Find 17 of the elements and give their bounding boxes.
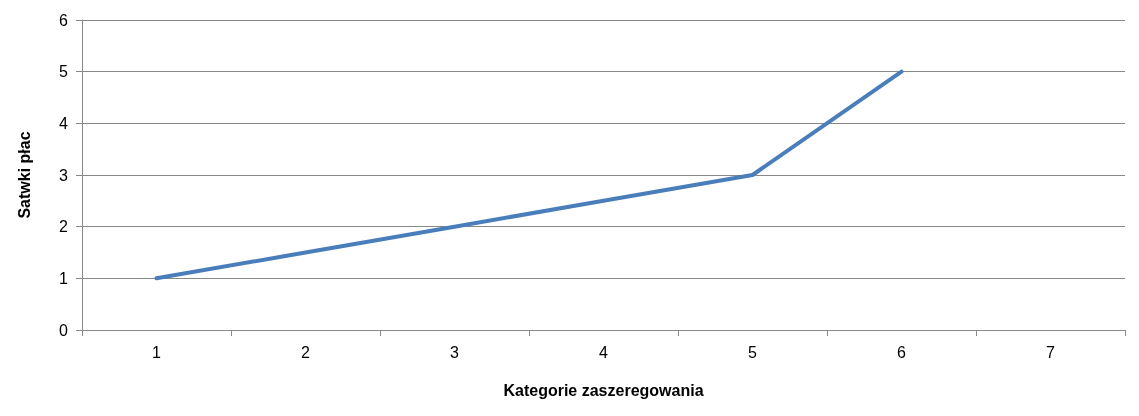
y-tick-label: 0 xyxy=(59,321,69,339)
x-axis-title: Kategorie zaszeregowania xyxy=(503,381,704,399)
x-tick-label: 6 xyxy=(897,343,907,361)
x-tick-label: 7 xyxy=(1046,343,1056,361)
x-tick-label: 5 xyxy=(748,343,758,361)
x-tick-label: 1 xyxy=(152,343,162,361)
y-tick-label: 2 xyxy=(59,218,69,236)
x-tick-label: 3 xyxy=(450,343,460,361)
x-tick-label: 4 xyxy=(599,343,609,361)
y-tick-label: 4 xyxy=(59,114,69,132)
line-series xyxy=(154,69,904,281)
y-tick-label: 6 xyxy=(59,11,69,29)
y-tick-label: 5 xyxy=(59,63,69,81)
y-tick-label: 3 xyxy=(59,166,69,184)
y-axis-title: Satwki płac xyxy=(15,131,33,219)
x-tick-label: 2 xyxy=(301,343,311,361)
y-tick-label: 1 xyxy=(59,269,69,287)
